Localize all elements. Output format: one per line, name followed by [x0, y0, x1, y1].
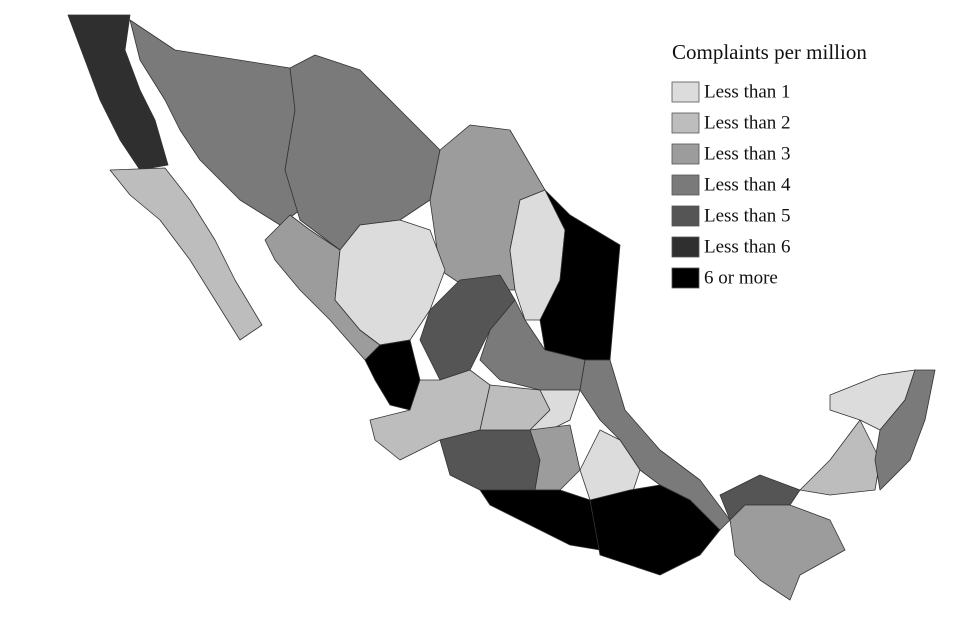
legend-label: Less than 5 [704, 205, 791, 226]
legend-label: Less than 2 [704, 112, 791, 133]
legend-swatch [671, 205, 700, 227]
legend-swatch [671, 81, 700, 103]
legend-title: Complaints per million [672, 40, 867, 64]
legend-swatch [671, 267, 700, 289]
state [67, 14, 169, 171]
legend-label: Less than 1 [704, 81, 791, 102]
state [874, 369, 936, 491]
legend-swatch [671, 174, 700, 196]
state [284, 54, 441, 251]
state [109, 167, 263, 341]
map-regions [67, 14, 936, 601]
legend-label: Less than 4 [704, 174, 791, 195]
legend-swatch [671, 112, 700, 134]
state [729, 504, 846, 601]
state [799, 419, 881, 496]
state [479, 489, 601, 551]
legend-label: 6 or more [704, 267, 778, 288]
legend-swatch [671, 236, 700, 258]
legend: Complaints per million Less than 1 Less t… [671, 40, 867, 289]
legend-label: Less than 6 [704, 236, 791, 257]
state [589, 484, 721, 576]
state [439, 429, 541, 491]
legend-swatch [671, 143, 700, 165]
legend-label: Less than 3 [704, 143, 791, 164]
